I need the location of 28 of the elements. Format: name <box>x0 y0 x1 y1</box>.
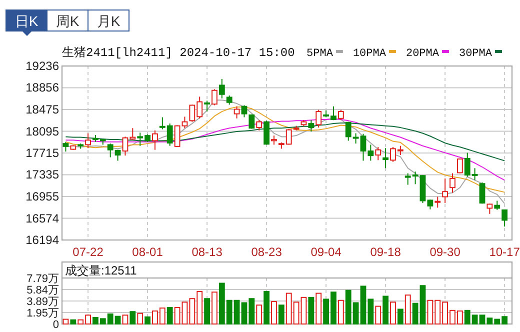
y-tick-label: 7.79万 <box>26 273 59 285</box>
x-tick-label: 08-13 <box>192 245 223 259</box>
y-tick-label: 16574 <box>26 211 60 226</box>
chart-title: 生猪2411[lh2411] 2024-10-17 15:00 <box>62 46 295 60</box>
y-tick-label: 16955 <box>26 189 60 204</box>
chart-title: 成交量:12511 <box>65 264 138 278</box>
y-tick-label: 0 <box>52 319 59 331</box>
legend-label: 5PMA <box>306 48 334 60</box>
y-tick-label: 3.89万 <box>26 296 59 308</box>
y-tick-label: 17715 <box>26 146 60 160</box>
y-tick-label: 19236 <box>26 59 60 73</box>
x-tick-label: 10-17 <box>489 245 520 259</box>
x-tick-label: 08-01 <box>132 245 164 259</box>
y-tick-label: 1.95万 <box>26 307 59 320</box>
x-tick-label: 09-04 <box>310 245 342 259</box>
x-tick-label: 09-30 <box>430 245 461 259</box>
y-tick-label: 5.84万 <box>26 284 59 297</box>
y-tick-label: 18095 <box>26 124 60 138</box>
y-tick-label: 18856 <box>26 80 60 95</box>
x-tick-label: 07-22 <box>72 245 104 259</box>
y-tick-label: 16194 <box>26 233 60 247</box>
legend-label: 20PMA <box>406 48 440 60</box>
x-tick-label: 08-23 <box>251 245 282 259</box>
x-tick-label: 09-18 <box>370 245 402 259</box>
legend-label: 10PMA <box>352 48 386 60</box>
legend-label: 30PMA <box>458 48 492 60</box>
y-tick-label: 17335 <box>26 168 60 182</box>
y-tick-label: 18475 <box>26 102 60 117</box>
